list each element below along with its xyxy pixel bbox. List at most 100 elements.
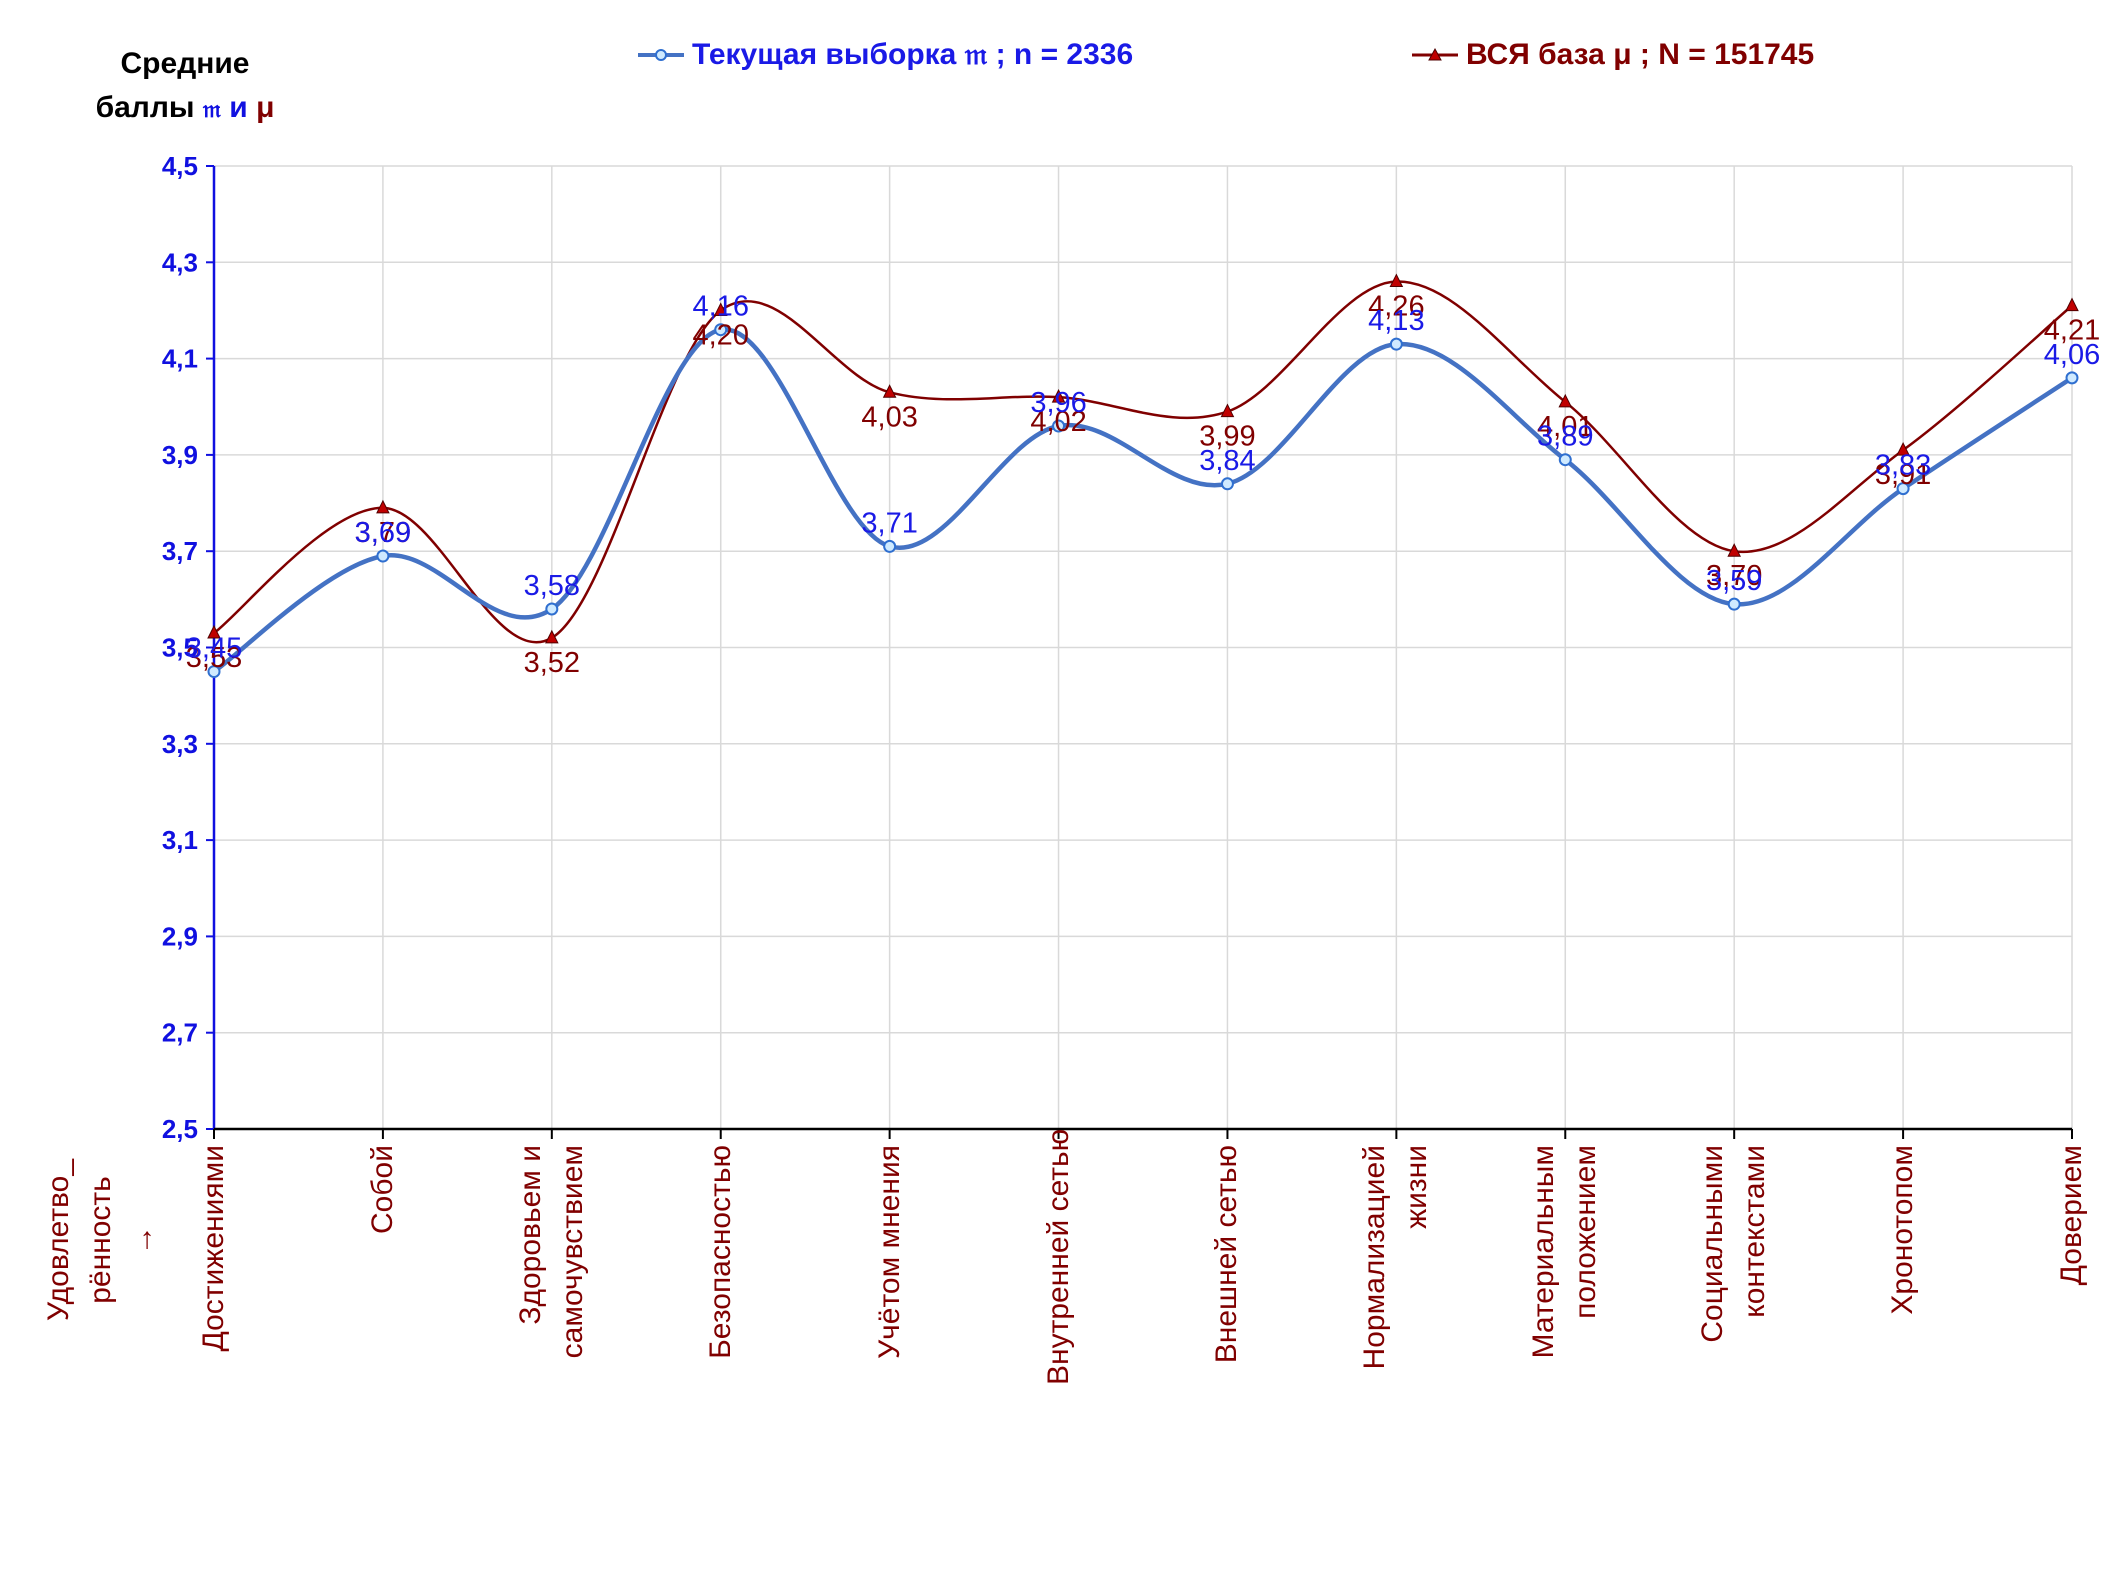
data-label-current-6: 3,84	[1199, 445, 1255, 477]
data-label-base-8: 4,01	[1537, 411, 1593, 443]
category-row-title-line1: Удовлетво_	[42, 1158, 75, 1322]
data-label-base-1: 3,79	[355, 517, 411, 549]
point-marker-current-1	[376, 549, 390, 563]
y-axis-title-prefix: баллы	[95, 91, 195, 124]
x-category-label-9: Социальными контекстами	[1692, 1145, 1776, 1385]
data-label-base-5: 4,02	[1030, 406, 1086, 438]
x-category-label-5: Внутренней сетью	[1038, 1128, 1080, 1385]
y-tick-label: 2,5	[162, 1114, 198, 1144]
data-label-current-10: 3,83	[1875, 450, 1931, 482]
legend-line-triangle-marker-icon	[1412, 47, 1458, 61]
legend-label-current-sample: Текущая выборка 𝔪 ; n = 2336	[692, 38, 1134, 71]
category-row-title-line2: рённость	[84, 1176, 117, 1304]
point-marker-current-5	[1052, 419, 1066, 433]
data-label-base-3: 4,20	[693, 319, 749, 351]
y-tick-label: 3,9	[162, 440, 198, 470]
data-label-base-10: 3,91	[1875, 459, 1931, 491]
point-marker-base-3	[713, 302, 728, 316]
y-axis-title-sym-mu: μ	[256, 91, 275, 124]
data-label-base-11: 4,21	[2044, 315, 2100, 347]
point-marker-base-1	[376, 499, 390, 514]
data-label-current-1: 3,69	[355, 517, 411, 549]
legend-label-whole-base: ВСЯ база μ ; N = 151745	[1466, 38, 1815, 71]
point-marker-current-4	[883, 539, 897, 553]
point-marker-base-4	[882, 384, 897, 398]
legend-line-circle-marker-icon	[638, 49, 684, 61]
point-marker-base-0	[207, 624, 221, 639]
point-marker-base-8	[1558, 393, 1573, 408]
y-tick-label: 3,1	[162, 825, 198, 855]
point-marker-base-7	[1389, 273, 1404, 288]
point-marker-current-3	[714, 323, 728, 337]
x-category-label-6: Внешней сетью	[1206, 1145, 1248, 1385]
x-category-label-line: Хронотопом	[1886, 1145, 1920, 1315]
x-category-label-line: Материальным	[1527, 1145, 1561, 1359]
series-line-1	[213, 280, 2073, 644]
data-label-current-3: 4,16	[693, 291, 749, 323]
data-label-base-7: 4,26	[1368, 291, 1424, 323]
x-category-label-line: Учётом мнения	[872, 1145, 906, 1359]
y-axis-title-sym-m: 𝔪	[202, 96, 221, 123]
y-axis-title-and: и	[229, 91, 248, 124]
point-marker-current-6	[1220, 477, 1234, 491]
point-marker-current-11	[2065, 371, 2079, 385]
data-label-base-2: 3,52	[524, 647, 580, 679]
data-label-base-4: 4,03	[861, 401, 917, 433]
x-category-label-4: Учётом мнения	[869, 1145, 911, 1385]
point-marker-base-2	[545, 629, 559, 644]
x-category-label-line: Доверием	[2055, 1145, 2088, 1286]
y-axis-title-line2: баллы 𝔪 и μ	[90, 86, 280, 132]
y-tick-label: 4,1	[162, 344, 198, 374]
x-category-label-0: Достижениями	[193, 1145, 235, 1385]
data-label-current-2: 3,58	[524, 570, 580, 602]
data-label-current-7: 4,13	[1368, 305, 1424, 337]
legend-item-whole-base: ВСЯ база μ ; N = 151745	[1410, 38, 1814, 72]
point-marker-current-8	[1558, 453, 1572, 467]
x-category-label-line: Достижениями	[197, 1145, 230, 1352]
x-category-label-2: Здоровьем и самочувствием	[510, 1145, 594, 1385]
point-marker-current-7	[1389, 337, 1403, 351]
data-label-current-4: 3,71	[861, 507, 917, 539]
point-marker-current-10	[1896, 482, 1910, 496]
series-line-0	[212, 327, 2074, 674]
data-label-current-0: 3,45	[186, 633, 242, 665]
x-category-label-line: контекстами	[1738, 1145, 1772, 1318]
point-marker-base-6	[1220, 403, 1235, 418]
point-marker-base-11	[2065, 297, 2079, 312]
x-category-label-line: Собой	[365, 1145, 399, 1234]
x-category-label-line: Здоровьем и	[513, 1145, 547, 1325]
x-category-label-line: Внешней сетью	[1210, 1145, 1244, 1364]
y-tick-label: 2,9	[162, 921, 198, 951]
x-category-label-11: Доверием	[2051, 1145, 2093, 1385]
x-category-label-line: Социальными	[1696, 1145, 1730, 1343]
x-category-label-1: Собой	[362, 1145, 404, 1385]
x-category-label-7: Нормализацией жизни	[1354, 1145, 1438, 1385]
data-label-base-9: 3,70	[1706, 560, 1762, 592]
data-label-current-8: 3,89	[1537, 421, 1593, 453]
x-category-label-3: Безопасностью	[700, 1145, 742, 1385]
data-label-current-9: 3,59	[1706, 565, 1762, 597]
y-tick-label: 3,7	[162, 536, 198, 566]
y-axis-title: Средние баллы 𝔪 и μ	[90, 42, 280, 132]
data-label-base-6: 3,99	[1199, 421, 1255, 453]
point-marker-current-9	[1727, 597, 1741, 611]
data-label-base-0: 3,53	[186, 642, 242, 674]
point-marker-base-5	[1051, 389, 1066, 403]
x-category-label-8: Материальным положением	[1523, 1145, 1607, 1385]
y-tick-label: 3,3	[162, 729, 198, 759]
y-tick-label: 2,7	[162, 1018, 198, 1048]
x-category-label-10: Хронотопом	[1882, 1145, 1924, 1385]
y-axis-title-line1: Средние	[120, 47, 250, 80]
x-category-label-line: Нормализацией	[1358, 1145, 1392, 1370]
y-tick-label: 4,3	[162, 247, 198, 277]
data-label-current-5: 3,96	[1030, 387, 1086, 419]
point-marker-base-10	[1896, 441, 1910, 456]
category-row-title: Удовлетво_ рённость →	[38, 1110, 164, 1370]
point-marker-current-0	[207, 665, 221, 679]
x-category-label-line: жизни	[1400, 1145, 1434, 1229]
point-marker-current-2	[545, 602, 559, 616]
x-category-label-line: Внутренней сетью	[1041, 1128, 1075, 1385]
x-category-label-line: положением	[1569, 1145, 1603, 1319]
x-category-label-line: Безопасностью	[703, 1145, 737, 1359]
